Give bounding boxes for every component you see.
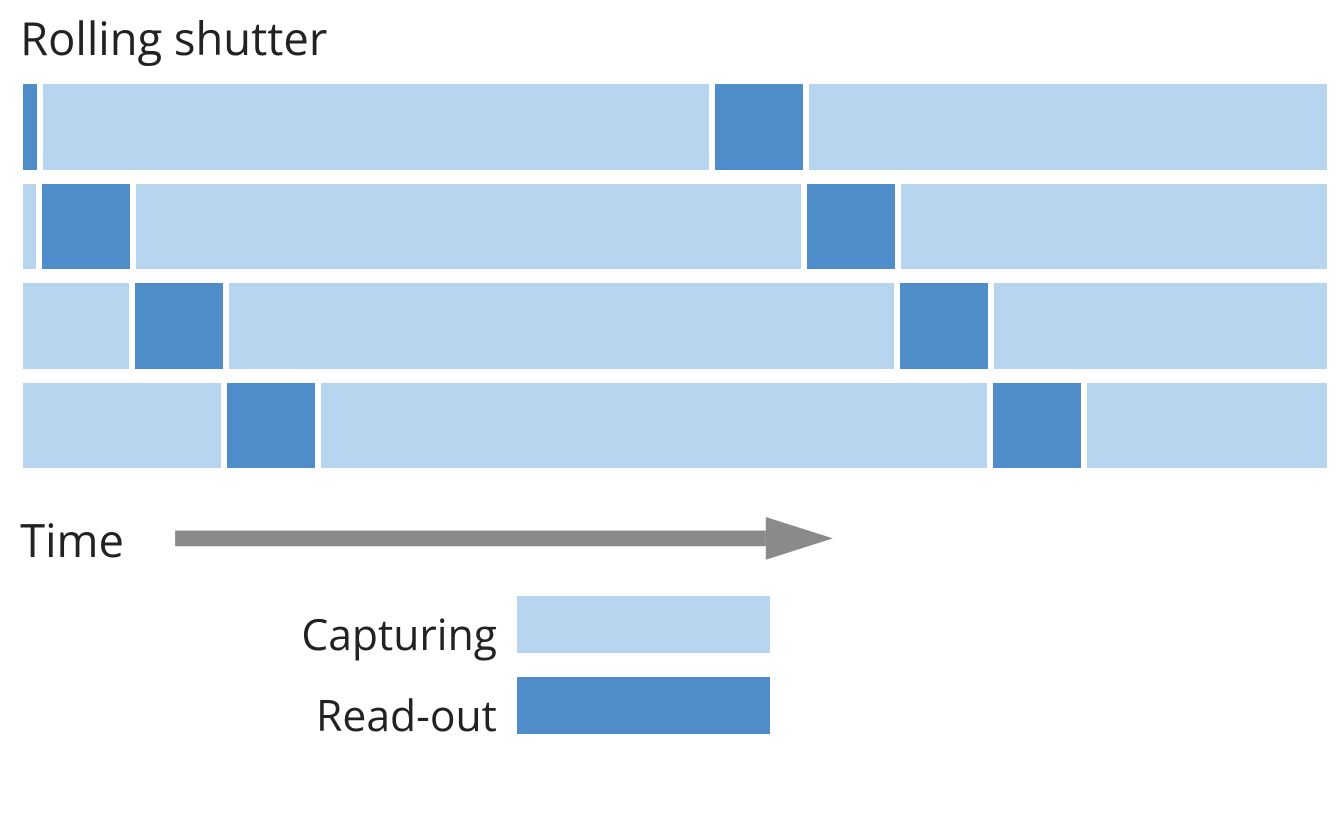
capturing-segment (901, 184, 1326, 270)
readout-segment (42, 184, 130, 270)
capturing-segment (809, 84, 1327, 170)
capturing-segment (23, 184, 36, 270)
timing-row (0, 184, 1343, 270)
readout-segment (715, 84, 803, 170)
timing-row (0, 84, 1343, 170)
readout-segment (993, 383, 1081, 469)
legend-swatch (517, 677, 769, 735)
readout-segment (900, 283, 988, 369)
capturing-segment (994, 283, 1326, 369)
readout-segment (227, 383, 315, 469)
diagram-title: Rolling shutter (20, 8, 327, 69)
capturing-segment (321, 383, 986, 469)
capturing-segment (136, 184, 801, 270)
timing-row (0, 383, 1343, 469)
capturing-segment (23, 283, 128, 369)
capturing-segment (43, 84, 708, 170)
readout-segment (807, 184, 895, 270)
capturing-segment (1087, 383, 1327, 469)
legend-label: Read-out (228, 686, 497, 744)
capturing-segment (229, 283, 894, 369)
readout-segment (135, 283, 223, 369)
capturing-segment (23, 383, 221, 469)
diagram-stage: Rolling shutter Time Capturing Read-out (0, 0, 1343, 823)
legend-label: Capturing (228, 605, 497, 663)
timing-row (0, 283, 1343, 369)
readout-segment (23, 84, 37, 170)
time-arrow-icon (175, 517, 833, 560)
time-axis-label: Time (20, 510, 124, 571)
legend-swatch (517, 596, 769, 654)
